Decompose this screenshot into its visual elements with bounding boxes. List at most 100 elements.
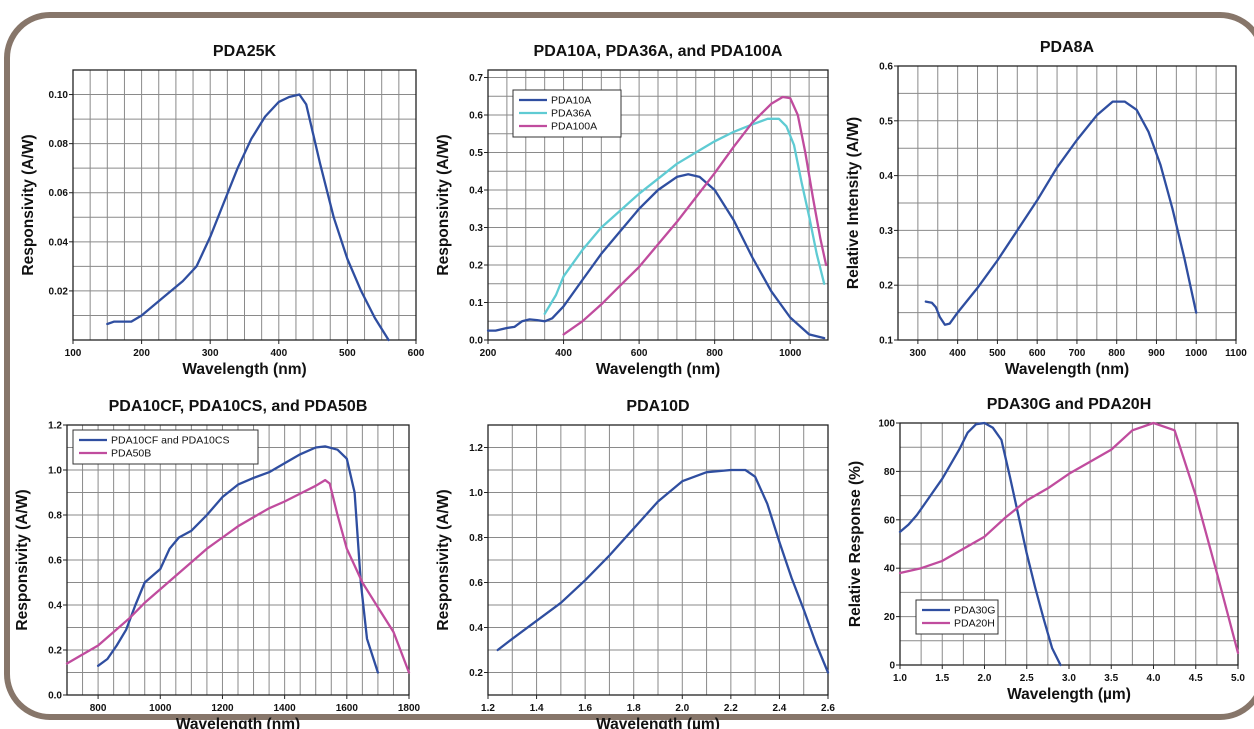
legend-label: PDA100A [551, 121, 597, 133]
series-line-curve [106, 93, 390, 342]
x-tick-label: 800 [90, 703, 107, 714]
x-tick-label: 200 [133, 348, 150, 359]
x-tick-label: 2.0 [675, 703, 689, 714]
series-line-curve [924, 100, 1198, 326]
y-axis-label: Responsivity (A/W) [435, 489, 452, 630]
chart-title: PDA30G and PDA20H [987, 396, 1152, 413]
figure-frame [4, 12, 1254, 720]
legend-box [915, 599, 999, 635]
series-line-pda10cf-and-pda10cs [96, 445, 380, 674]
series-line-pda100a [562, 95, 828, 336]
y-axis-label: Responsivity (A/W) [14, 489, 31, 630]
x-tick-label: 600 [631, 348, 648, 359]
plot-area [72, 69, 417, 341]
y-tick-label: 0.2 [469, 668, 483, 679]
chart-pda8a: PDA8A 300 400 500 600 700 800 900 1000 1100 0.1 0.2… [845, 39, 1247, 378]
legend-label: PDA30G [954, 605, 995, 617]
y-tick-label: 0.6 [469, 578, 483, 589]
y-tick-label: 0 [889, 661, 895, 672]
x-tick-label: 3.5 [1104, 673, 1118, 684]
y-tick-label: 0.0 [469, 336, 483, 347]
y-tick-label: 0.2 [469, 261, 483, 272]
legend-label: PDA10CF and PDA10CS [111, 435, 229, 447]
x-tick-label: 2.4 [772, 703, 786, 714]
y-tick-label: 0.6 [48, 556, 62, 567]
x-tick-label: 900 [1148, 348, 1165, 359]
plot-area [487, 424, 829, 696]
x-tick-label: 300 [910, 348, 927, 359]
chart-pda10cf: PDA10CF, PDA10CS, and PDA50B 800 1000 1200 1… [14, 398, 421, 729]
y-tick-label: 0.06 [49, 188, 69, 199]
series-line-curve [496, 468, 830, 674]
x-tick-label: 500 [339, 348, 356, 359]
x-tick-label: 1000 [779, 348, 802, 359]
y-tick-label: 0.5 [879, 116, 893, 127]
x-tick-label: 2.0 [978, 673, 992, 684]
y-tick-label: 0.0 [48, 691, 62, 702]
x-tick-label: 1.8 [627, 703, 641, 714]
x-axis-label: Wavelength (nm) [596, 361, 720, 378]
y-tick-label: 0.02 [49, 286, 69, 297]
y-tick-label: 1.0 [469, 488, 483, 499]
plot-area [487, 69, 829, 341]
x-tick-label: 4.5 [1189, 673, 1203, 684]
y-axis-label: Responsivity (A/W) [435, 134, 452, 275]
x-tick-label: 400 [270, 348, 287, 359]
x-axis-label: Wavelength (nm) [176, 716, 300, 729]
x-tick-label: 1.6 [578, 703, 592, 714]
chart-title: PDA10A, PDA36A, and PDA100A [534, 43, 783, 60]
x-tick-label: 1000 [149, 703, 172, 714]
x-tick-label: 2.5 [1020, 673, 1034, 684]
x-axis-label: Wavelength (µm) [596, 716, 720, 729]
y-tick-label: 80 [884, 467, 896, 478]
x-tick-label: 2.2 [724, 703, 738, 714]
x-tick-label: 1.2 [481, 703, 495, 714]
chart-title: PDA10D [626, 398, 689, 415]
x-tick-label: 100 [65, 348, 82, 359]
x-tick-label: 1.4 [530, 703, 544, 714]
y-tick-label: 0.6 [879, 62, 893, 73]
x-tick-label: 3.0 [1062, 673, 1076, 684]
legend-box [72, 429, 259, 465]
plot-area [897, 65, 1237, 341]
y-axis-label: Relative Response (%) [847, 461, 864, 627]
series-line-pda50b [65, 478, 411, 674]
x-tick-label: 500 [989, 348, 1006, 359]
y-tick-label: 1.2 [469, 443, 483, 454]
chart-pda25k: PDA25K 100 200 300 400 500 600 0.02 0.04 0.06 0.08… [20, 43, 425, 378]
y-tick-label: 0.8 [469, 533, 483, 544]
x-tick-label: 700 [1069, 348, 1086, 359]
y-tick-label: 1.2 [48, 421, 62, 432]
x-tick-label: 300 [202, 348, 219, 359]
series-line-pda30g [898, 421, 1062, 667]
y-tick-label: 0.3 [879, 226, 893, 237]
x-tick-label: 600 [408, 348, 425, 359]
y-tick-label: 0.7 [469, 73, 483, 84]
x-tick-label: 800 [1108, 348, 1125, 359]
x-axis-label: Wavelength (nm) [182, 361, 306, 378]
y-tick-label: 0.6 [469, 111, 483, 122]
series-line-pda10a [486, 173, 826, 340]
y-tick-label: 0.1 [879, 336, 893, 347]
y-tick-label: 40 [884, 564, 896, 575]
series-line-pda36a [543, 117, 826, 315]
y-axis-label: Relative Intensity (A/W) [845, 117, 862, 289]
grid [66, 424, 410, 696]
legend-label: PDA20H [954, 618, 995, 630]
x-tick-label: 1000 [1185, 348, 1208, 359]
y-tick-label: 0.10 [49, 90, 69, 101]
y-tick-label: 0.4 [469, 186, 483, 197]
grid [487, 424, 829, 696]
y-tick-label: 1.0 [48, 466, 62, 477]
y-tick-label: 20 [884, 612, 896, 623]
x-tick-label: 1200 [211, 703, 234, 714]
x-tick-label: 4.0 [1147, 673, 1161, 684]
legend-label: PDA36A [551, 108, 591, 120]
x-tick-label: 1100 [1225, 348, 1247, 359]
legend-label: PDA10A [551, 95, 591, 107]
y-tick-label: 0.2 [48, 646, 62, 657]
grid [897, 65, 1237, 341]
chart-title: PDA10CF, PDA10CS, and PDA50B [109, 398, 368, 415]
